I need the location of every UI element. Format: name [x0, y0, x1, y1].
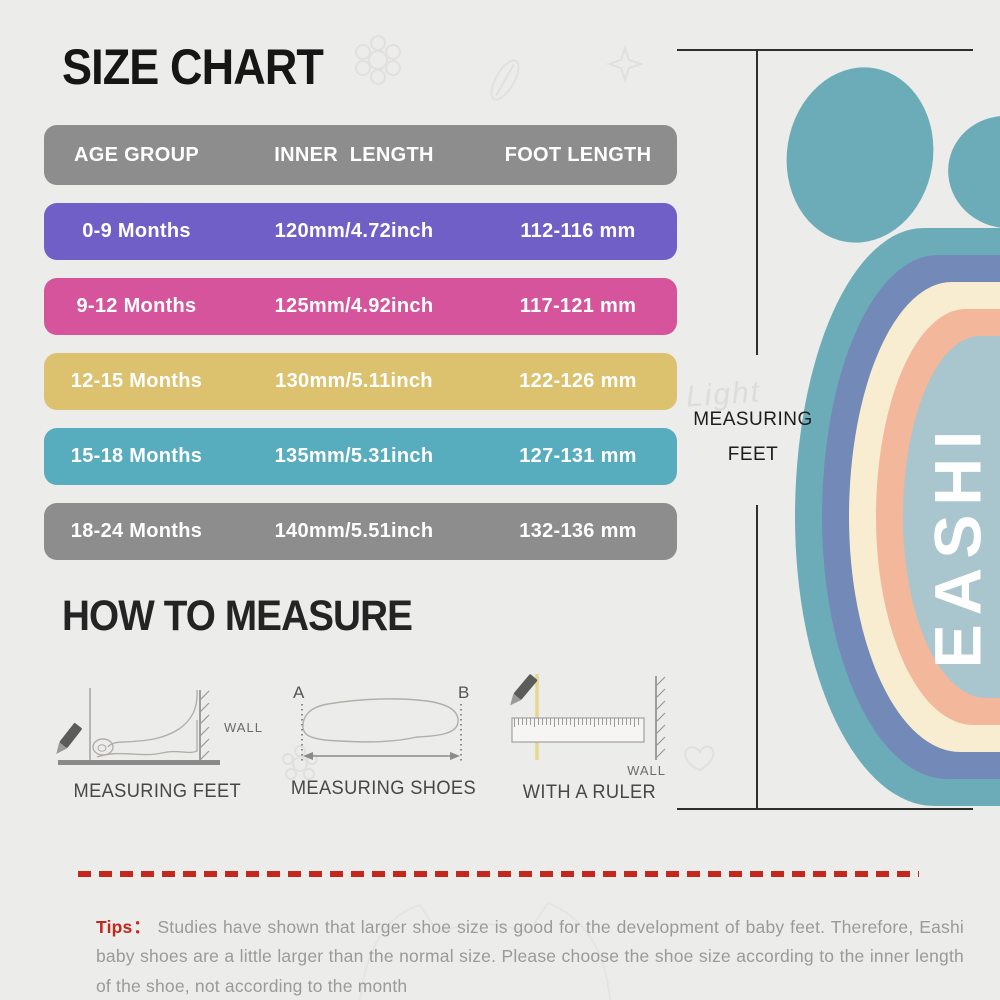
table-row: 9-12 Months 125mm/4.92inch 117-121 mm [44, 278, 677, 335]
pencil-icon [510, 674, 538, 706]
footprint-big-toe [774, 56, 946, 254]
measuring-shoes-diagram: A B MEASURING SHOES [290, 676, 476, 800]
red-dashed-divider [78, 871, 919, 877]
age-cell: 0-9 Months [82, 220, 191, 242]
size-table: AGE GROUP INNER LENGTH FOOT LENGTH 0-9 M… [44, 125, 677, 578]
wall-hatch-icon [655, 676, 666, 759]
doodle-flower-small-icon [282, 745, 318, 780]
how-to-measure-title: HOW TO MEASURE [62, 592, 413, 640]
inner-length-cell: 130mm/5.11inch [275, 370, 433, 392]
tips-label: Tips： [96, 916, 152, 937]
table-row: 0-9 Months 120mm/4.72inch 112-116 mm [44, 203, 677, 260]
pencil-icon [56, 723, 82, 754]
side-label-line2: FEET [727, 444, 779, 465]
doodle-sparkle-icon [605, 44, 645, 84]
footprint-body [795, 228, 1000, 806]
age-cell: 18-24 Months [70, 520, 203, 542]
point-b-label: B [458, 683, 469, 702]
foot-layer-teal [795, 228, 1000, 806]
foot-length-cell: 117-121 mm [519, 295, 637, 317]
diagram-caption: MEASURING FEET [73, 781, 241, 802]
bracket-line-vertical-upper [756, 50, 758, 355]
side-label: MEASURING FEET [687, 402, 819, 472]
with-a-ruler-illustration: WALL [510, 674, 666, 778]
inner-length-cell: 135mm/5.31inch [274, 445, 434, 467]
page-title: SIZE CHART [62, 39, 324, 95]
with-a-ruler-diagram: WALL WITH A RULER [496, 668, 682, 804]
measuring-feet-diagram: WALL MEASURING FEET [52, 684, 262, 803]
foot-length-cell: 132-136 mm [519, 520, 637, 542]
table-row: 18-24 Months 140mm/5.51inch 132-136 mm [44, 503, 677, 560]
foot-length-cell: 112-116 mm [520, 220, 636, 242]
diagram-caption: WITH A RULER [522, 782, 656, 803]
diagram-caption: MEASURING SHOES [290, 778, 476, 799]
foot-length-cell: 127-131 mm [519, 445, 637, 467]
shoe-outline-icon [302, 698, 459, 743]
table-header-row: AGE GROUP INNER LENGTH FOOT LENGTH [44, 125, 677, 185]
doodle-flower-icon [355, 35, 401, 85]
length-arrow-icon [303, 752, 460, 760]
column-header-inner: INNER LENGTH [274, 143, 434, 166]
doodle-leaf-icon [490, 59, 520, 101]
brand-wrap: EASHI [892, 358, 1000, 732]
bracket-line-vertical-lower [756, 505, 758, 809]
column-header-age: AGE GROUP [74, 143, 199, 166]
footprint-small-toe [937, 104, 1000, 240]
bracket-line-bottom [677, 808, 973, 810]
age-cell: 12-15 Months [70, 370, 203, 392]
brand-logo: EASHI [920, 421, 994, 669]
tips-paragraph: Tips： Studies have shown that larger sho… [96, 913, 964, 1000]
foot-length-cell: 122-126 mm [519, 370, 637, 392]
measuring-shoes-illustration: A B [293, 683, 469, 764]
wall-hatch-icon [199, 690, 210, 761]
table-row: 15-18 Months 135mm/5.31inch 127-131 mm [44, 428, 677, 485]
doodle-heart-icon [684, 745, 715, 772]
column-header-foot: FOOT LENGTH [504, 143, 652, 166]
bracket-line-top [677, 49, 973, 51]
measuring-feet-illustration: WALL [56, 688, 262, 765]
age-cell: 15-18 Months [70, 445, 203, 467]
doodle-cat-icon [359, 901, 611, 1000]
wall-label: WALL [627, 763, 666, 778]
inner-length-cell: 120mm/4.72inch [274, 220, 434, 242]
table-row: 12-15 Months 130mm/5.11inch 122-126 mm [44, 353, 677, 410]
wall-label: WALL [224, 720, 262, 735]
tips-text: Studies have shown that larger shoe size… [96, 916, 964, 996]
ground-line [58, 760, 220, 765]
side-label-line1: MEASURING [693, 409, 813, 430]
inner-length-cell: 125mm/4.92inch [274, 295, 434, 317]
age-cell: 9-12 Months [76, 295, 197, 317]
point-a-label: A [293, 683, 305, 702]
inner-length-cell: 140mm/5.51inch [274, 520, 434, 542]
foot-outline-icon [107, 689, 198, 748]
